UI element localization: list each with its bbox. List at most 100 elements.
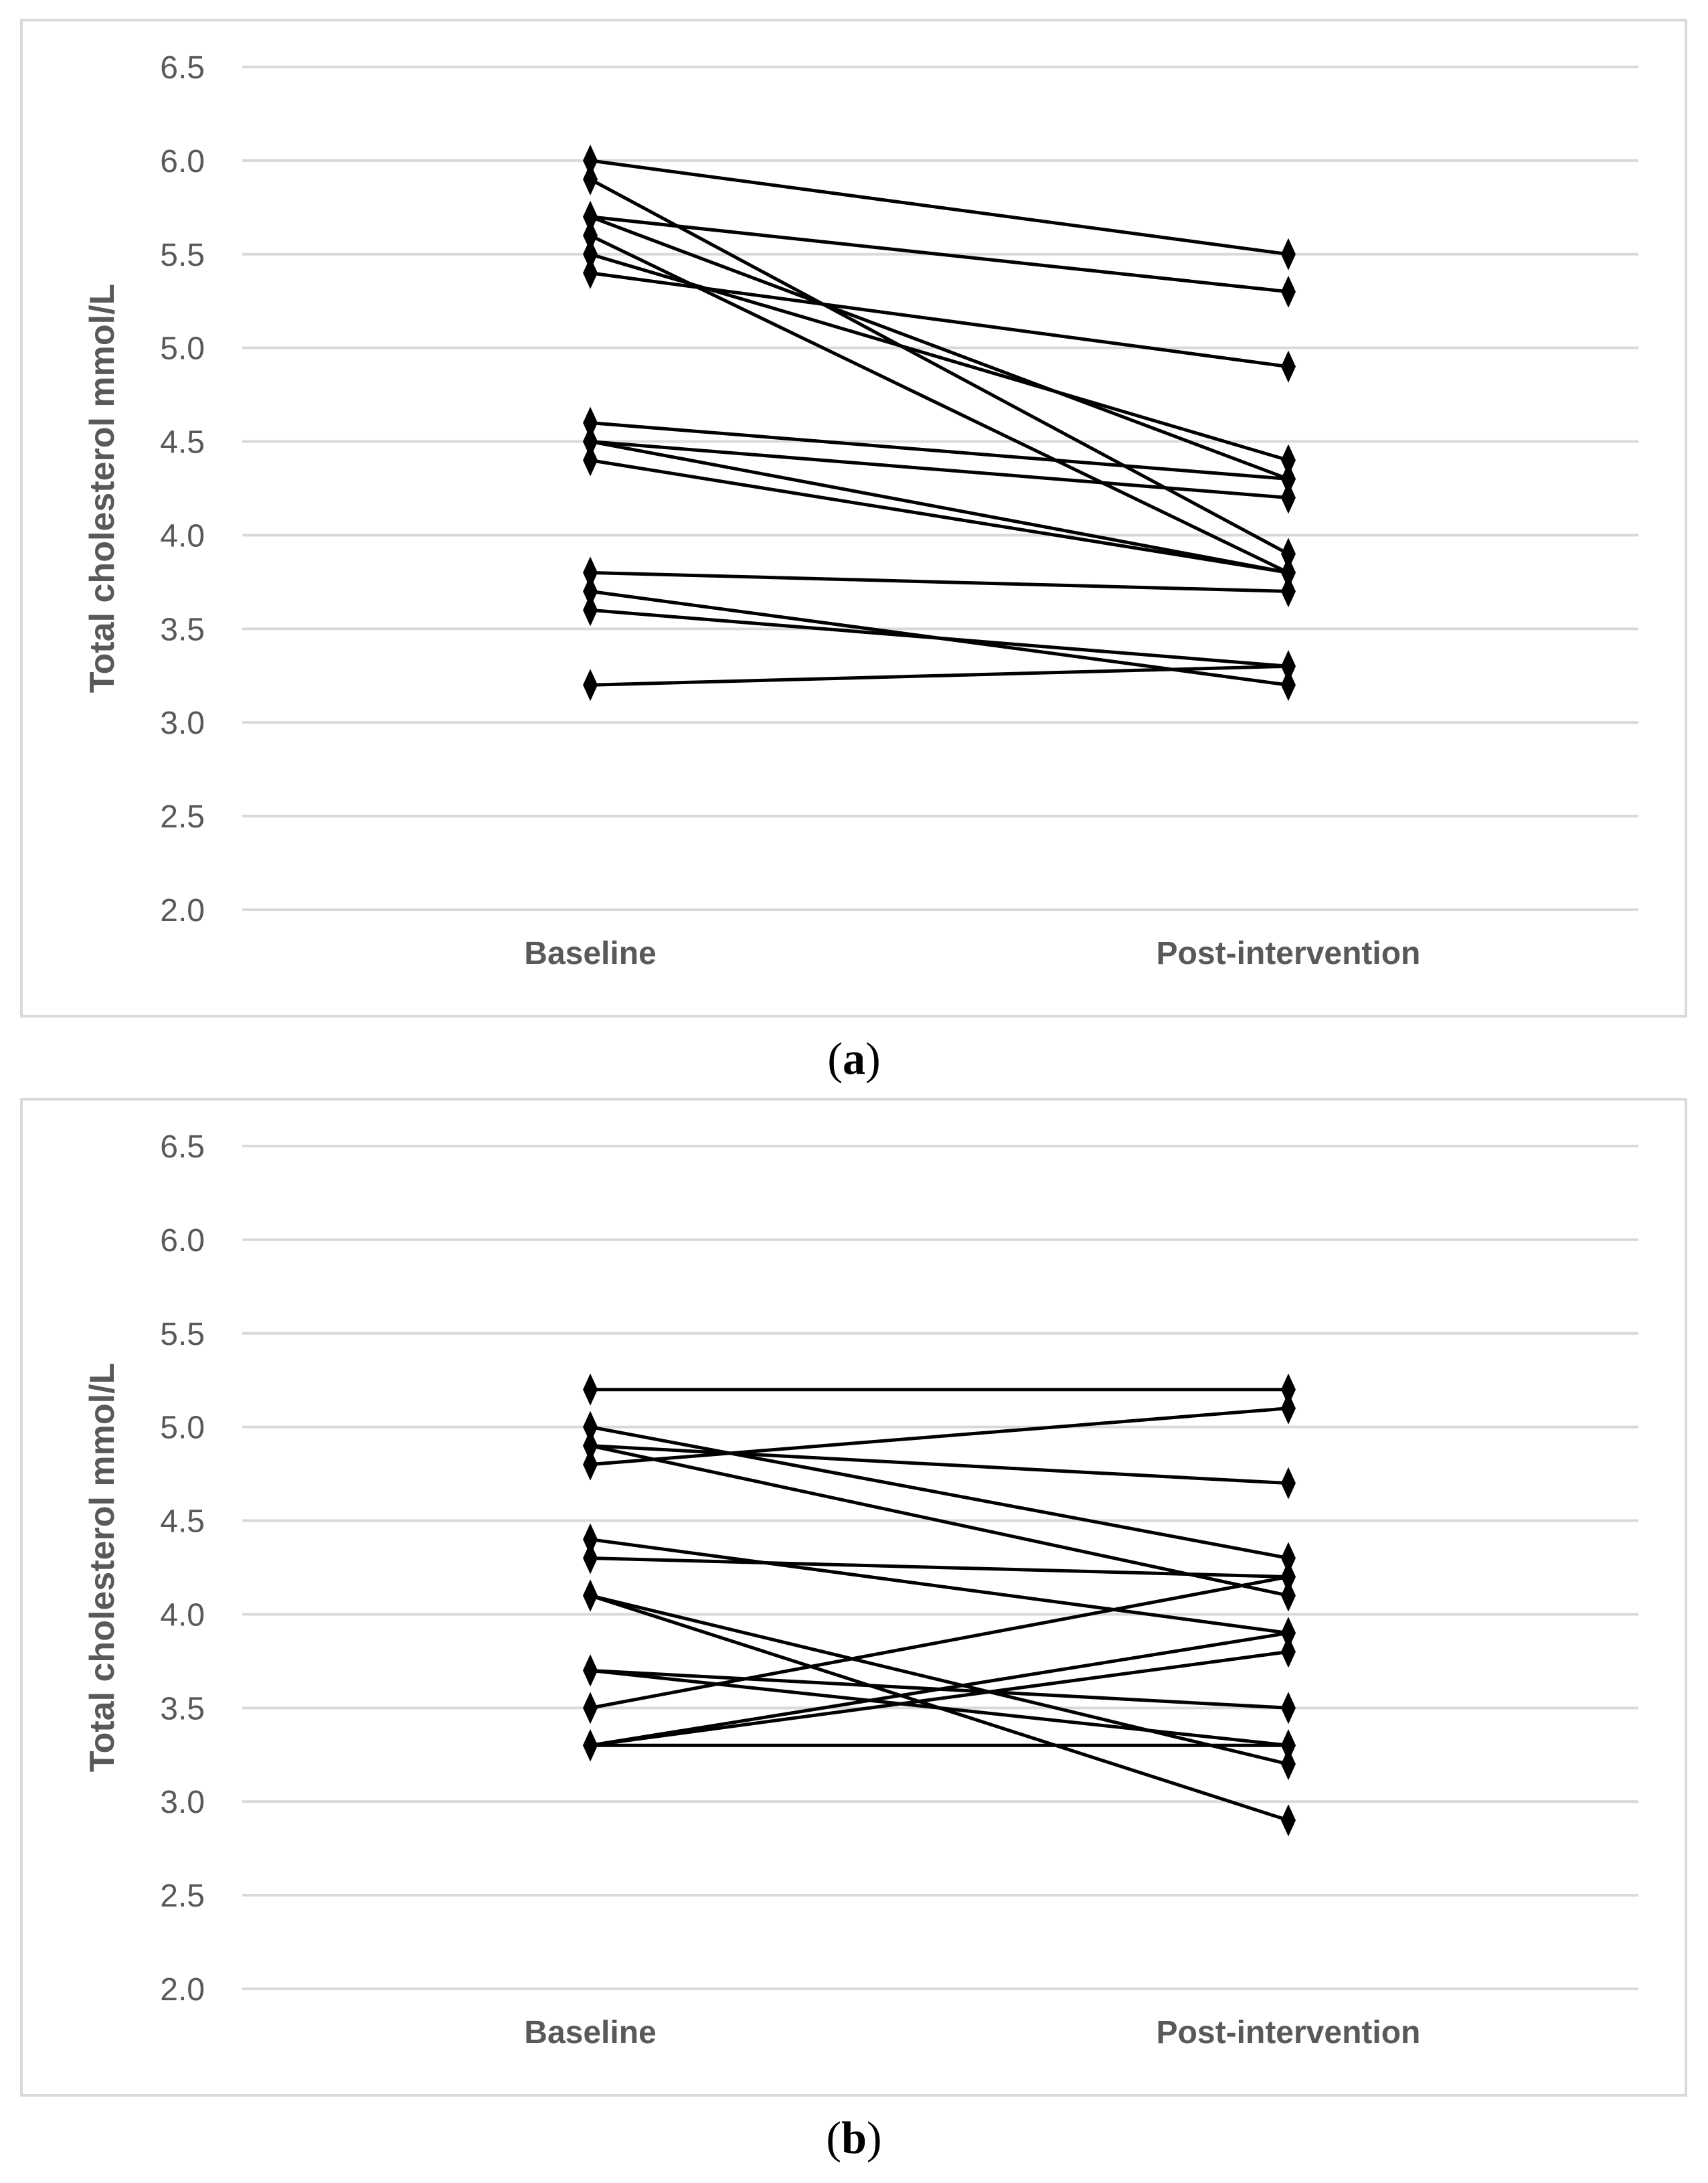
y-axis-label: Total cholesterol mmol/L xyxy=(83,284,122,694)
series-line-7 xyxy=(590,1556,1289,1579)
data-point-marker xyxy=(583,1373,598,1406)
series-line-7 xyxy=(590,271,1289,369)
series-line-5 xyxy=(590,1406,1289,1467)
data-point-marker xyxy=(1281,350,1296,383)
chart-b-svg: 2.0 2.5 3.0 3.5 4.0 4.5 5.0 5.5 6.0 6.5 Total chol… xyxy=(20,1098,1687,2097)
y-tick-label: 5.5 xyxy=(160,1317,205,1352)
y-tick-label: 2.0 xyxy=(160,893,205,928)
x-category-label: Post-intervention xyxy=(1157,936,1421,971)
data-point-marker xyxy=(583,594,598,627)
y-tick-label: 2.5 xyxy=(160,1878,205,1914)
data-point-marker xyxy=(1281,1692,1296,1724)
data-point-marker xyxy=(583,200,598,233)
series-line-5 xyxy=(589,234,1290,574)
data-point-marker xyxy=(583,406,598,439)
data-point-marker xyxy=(583,1654,598,1687)
data-point-marker xyxy=(583,669,598,702)
data-point-marker xyxy=(583,163,598,195)
y-tick-label: 6.5 xyxy=(160,1129,205,1165)
series-line-2 xyxy=(589,177,1290,556)
data-point-marker xyxy=(1281,1748,1296,1781)
data-point-marker xyxy=(583,1448,598,1481)
data-point-marker xyxy=(583,1523,598,1556)
series-line-8 xyxy=(590,1594,1289,1766)
data-point-marker xyxy=(1281,463,1296,495)
y-tick-label: 6.0 xyxy=(160,144,205,179)
data-point-marker xyxy=(1281,1373,1296,1406)
chart-panel-b: 2.0 2.5 3.0 3.5 4.0 4.5 5.0 5.5 6.0 6.5 Total chol… xyxy=(20,1098,1687,2097)
data-point-marker xyxy=(1281,1804,1296,1837)
series-line-14 xyxy=(590,1649,1289,1747)
data-point-marker xyxy=(1281,1392,1296,1425)
y-tick-label: 2.5 xyxy=(160,799,205,835)
y-tick-label: 3.0 xyxy=(160,1785,205,1820)
y-tick-label: 6.5 xyxy=(160,50,205,86)
data-point-marker xyxy=(1281,1617,1296,1649)
data-point-marker xyxy=(1281,1560,1296,1593)
y-tick-label: 5.0 xyxy=(160,1410,205,1446)
data-point-marker xyxy=(583,256,598,289)
y-axis-label: Total cholesterol mmol/L xyxy=(83,1363,122,1773)
data-point-marker xyxy=(1281,669,1296,702)
data-point-marker xyxy=(583,1429,598,1462)
caption-b: (b) xyxy=(826,2112,882,2163)
data-point-marker xyxy=(1281,444,1296,477)
data-point-marker xyxy=(583,1692,598,1724)
y-tick-label: 4.0 xyxy=(160,518,205,554)
data-point-marker xyxy=(583,219,598,252)
series-line-14 xyxy=(590,608,1289,668)
data-point-marker xyxy=(1281,275,1296,308)
y-tick-label: 3.0 xyxy=(160,706,205,741)
data-point-marker xyxy=(1281,575,1296,608)
series-line-10 xyxy=(590,440,1289,574)
series-line-2 xyxy=(590,1425,1289,1560)
data-point-marker xyxy=(583,1579,598,1612)
series-line-11 xyxy=(590,1668,1289,1747)
series-line-6 xyxy=(590,1538,1289,1635)
data-point-marker xyxy=(1281,1729,1296,1762)
data-point-marker xyxy=(1281,650,1296,683)
series-line-3 xyxy=(590,215,1289,294)
series-line-12 xyxy=(590,570,1289,593)
data-point-marker xyxy=(583,444,598,477)
series-line-9 xyxy=(590,440,1289,499)
series-line-4 xyxy=(590,215,1289,481)
y-tick-label: 5.0 xyxy=(160,331,205,367)
x-category-label: Baseline xyxy=(524,936,656,971)
data-point-marker xyxy=(1281,1635,1296,1668)
y-tick-label: 3.5 xyxy=(160,1691,205,1726)
series-line-3 xyxy=(590,1444,1289,1485)
data-point-marker xyxy=(583,575,598,608)
y-tick-label: 4.5 xyxy=(160,1504,205,1540)
data-point-marker xyxy=(583,425,598,458)
y-tick-label: 2.0 xyxy=(160,1972,205,2008)
data-point-marker xyxy=(583,556,598,589)
x-category-label: Post-intervention xyxy=(1157,2015,1421,2050)
y-tick-label: 5.5 xyxy=(160,238,205,273)
y-tick-label: 4.0 xyxy=(160,1597,205,1633)
series-line-4 xyxy=(590,1444,1289,1597)
data-point-marker xyxy=(1281,1579,1296,1612)
data-point-marker xyxy=(583,1410,598,1443)
data-point-marker xyxy=(1281,556,1296,589)
caption-b-letter: b xyxy=(841,2112,867,2163)
data-point-marker xyxy=(1281,1467,1296,1500)
data-point-marker xyxy=(1281,538,1296,570)
chart-a-svg: 2.0 2.5 3.0 3.5 4.0 4.5 5.0 5.5 6.0 6.5 Total chol… xyxy=(20,19,1687,1018)
data-point-marker xyxy=(1281,481,1296,514)
series-line-8 xyxy=(590,421,1289,481)
data-point-marker xyxy=(1281,1542,1296,1574)
series-line-11 xyxy=(590,459,1289,574)
series-line-1 xyxy=(590,159,1289,256)
y-tick-label: 3.5 xyxy=(160,612,205,647)
series-line-15 xyxy=(590,664,1289,687)
x-category-label: Baseline xyxy=(524,2015,656,2050)
chart-frame xyxy=(20,1098,1687,2097)
caption-a: (a) xyxy=(827,1033,881,1084)
data-point-marker xyxy=(1281,238,1296,270)
data-point-marker xyxy=(583,238,598,270)
series-line-12 xyxy=(590,1575,1289,1710)
data-point-marker xyxy=(583,1729,598,1762)
y-tick-label: 4.5 xyxy=(160,425,205,461)
chart-panel-a: 2.0 2.5 3.0 3.5 4.0 4.5 5.0 5.5 6.0 6.5 Total chol… xyxy=(20,19,1687,1018)
